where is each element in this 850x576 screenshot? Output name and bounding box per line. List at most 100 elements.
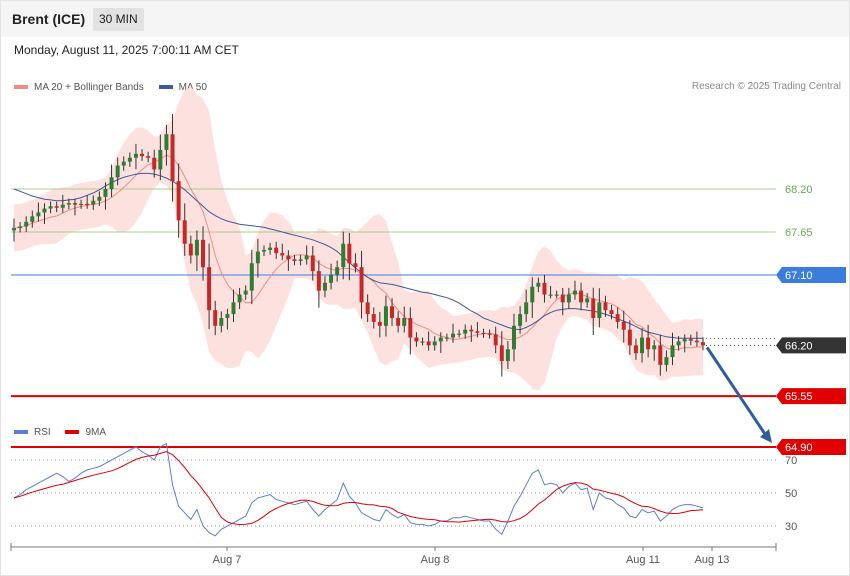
candle-body xyxy=(268,247,273,250)
candle-body xyxy=(42,208,47,213)
interval-button[interactable]: 30 MIN xyxy=(93,8,144,31)
candle-body xyxy=(54,206,59,208)
rsi-tick-50: 50 xyxy=(785,488,797,500)
candle-body xyxy=(329,274,334,283)
time-axis: Aug 7 Aug 8 Aug 11 Aug 13 xyxy=(10,543,777,566)
candle-body xyxy=(133,153,138,158)
candle-body xyxy=(103,189,108,197)
candle-body xyxy=(201,239,206,268)
candle-body xyxy=(548,294,553,296)
candle-body xyxy=(432,341,437,346)
bollinger-area xyxy=(14,86,703,391)
legend-item-rsi: RSI xyxy=(14,427,51,438)
candle-body xyxy=(566,294,571,303)
level-label-64-90: 64.90 xyxy=(785,442,813,454)
time-tick-label: Aug 11 xyxy=(626,554,660,566)
instrument-title: Brent (ICE) xyxy=(12,11,86,27)
rsi-ma-swatch xyxy=(65,430,80,434)
candle-body xyxy=(341,243,346,268)
candle-body xyxy=(701,342,705,346)
candle-body xyxy=(572,290,577,295)
rsi-panel: 70 50 30 xyxy=(11,442,797,537)
legend-item-ma20: MA 20 + Bollinger Bands xyxy=(14,82,144,93)
rsi-line xyxy=(13,442,704,537)
candle-body xyxy=(420,341,425,343)
candle-body xyxy=(652,345,657,350)
candle-body xyxy=(12,228,16,231)
candle-body xyxy=(121,161,126,166)
candle-body xyxy=(621,321,626,330)
candle-body xyxy=(194,239,199,256)
level-lines: 68.20 67.65 67.10 66.20 65.55 64.90 xyxy=(11,184,846,455)
candle-body xyxy=(524,302,529,315)
candle-body xyxy=(72,203,77,205)
candle-body xyxy=(60,204,65,208)
candle-body xyxy=(322,282,327,291)
candle-body xyxy=(682,339,687,342)
candle-body xyxy=(18,226,23,229)
candle-body xyxy=(255,251,260,264)
candle-body xyxy=(457,333,462,335)
candle-body xyxy=(402,317,407,326)
candle-body xyxy=(274,247,279,254)
candle-body xyxy=(158,149,163,170)
ma50-swatch xyxy=(158,85,173,89)
candle-body xyxy=(182,220,187,244)
ma20-swatch xyxy=(14,85,28,89)
chart-timestamp: Monday, August 11, 2025 7:00:11 AM CET xyxy=(14,43,239,57)
legend-label-9ma: 9MA xyxy=(85,426,107,438)
time-tick-label: Aug 7 xyxy=(213,554,242,566)
arrow-head xyxy=(760,428,772,443)
chart-header: Brent (ICE) 30 MIN xyxy=(1,1,849,37)
candle-body xyxy=(280,253,285,256)
candle-body xyxy=(499,345,504,361)
candle-body xyxy=(164,134,169,150)
candle-body xyxy=(554,294,559,296)
candle-body xyxy=(85,203,90,206)
candle-body xyxy=(213,310,218,326)
level-label-67-10: 67.10 xyxy=(785,270,813,282)
candle-body xyxy=(353,263,358,268)
candle-body xyxy=(170,134,175,182)
legend-label-rsi: RSI xyxy=(34,426,51,438)
legend-label-ma50: MA 50 xyxy=(178,81,207,93)
candle-body xyxy=(426,341,431,346)
candle-body xyxy=(335,267,340,275)
candle-body xyxy=(310,255,315,272)
candle-body xyxy=(292,259,297,261)
candle-body xyxy=(658,345,663,365)
candle-body xyxy=(109,177,114,189)
rsi-tick-30: 30 xyxy=(785,521,797,533)
candle-body xyxy=(152,157,157,170)
candle-body xyxy=(414,337,419,342)
candle-body xyxy=(225,314,230,318)
price-legend: MA 20 + Bollinger Bands MA 50 xyxy=(14,81,219,93)
rsi-tick-70: 70 xyxy=(785,455,797,467)
moving-averages xyxy=(13,154,703,351)
level-label-65-55: 65.55 xyxy=(785,391,813,403)
candle-body xyxy=(676,341,681,346)
candle-body xyxy=(481,332,486,335)
candle-body xyxy=(530,286,535,303)
candle-body xyxy=(371,314,376,322)
candle-body xyxy=(286,255,291,260)
bollinger-band xyxy=(14,86,703,391)
level-badge-66-20 xyxy=(776,337,846,354)
candle-body xyxy=(493,334,498,346)
candle-body xyxy=(579,290,584,303)
candle-body xyxy=(518,314,523,326)
candle-body xyxy=(365,302,370,315)
legend-item-ma50: MA 50 xyxy=(158,81,207,93)
candle-body xyxy=(115,165,120,178)
candle-body xyxy=(603,302,608,311)
legend-label-ma20: MA 20 + Bollinger Bands xyxy=(34,81,144,93)
rsi-swatch xyxy=(14,430,28,434)
ma20-line xyxy=(13,154,703,351)
research-credit: Research © 2025 Trading Central xyxy=(691,81,841,92)
candle-body xyxy=(146,156,151,158)
candle-body xyxy=(615,314,620,322)
candle-body xyxy=(511,325,516,350)
candle-body xyxy=(30,216,35,222)
candle-body xyxy=(261,249,266,252)
candle-body xyxy=(91,200,96,205)
